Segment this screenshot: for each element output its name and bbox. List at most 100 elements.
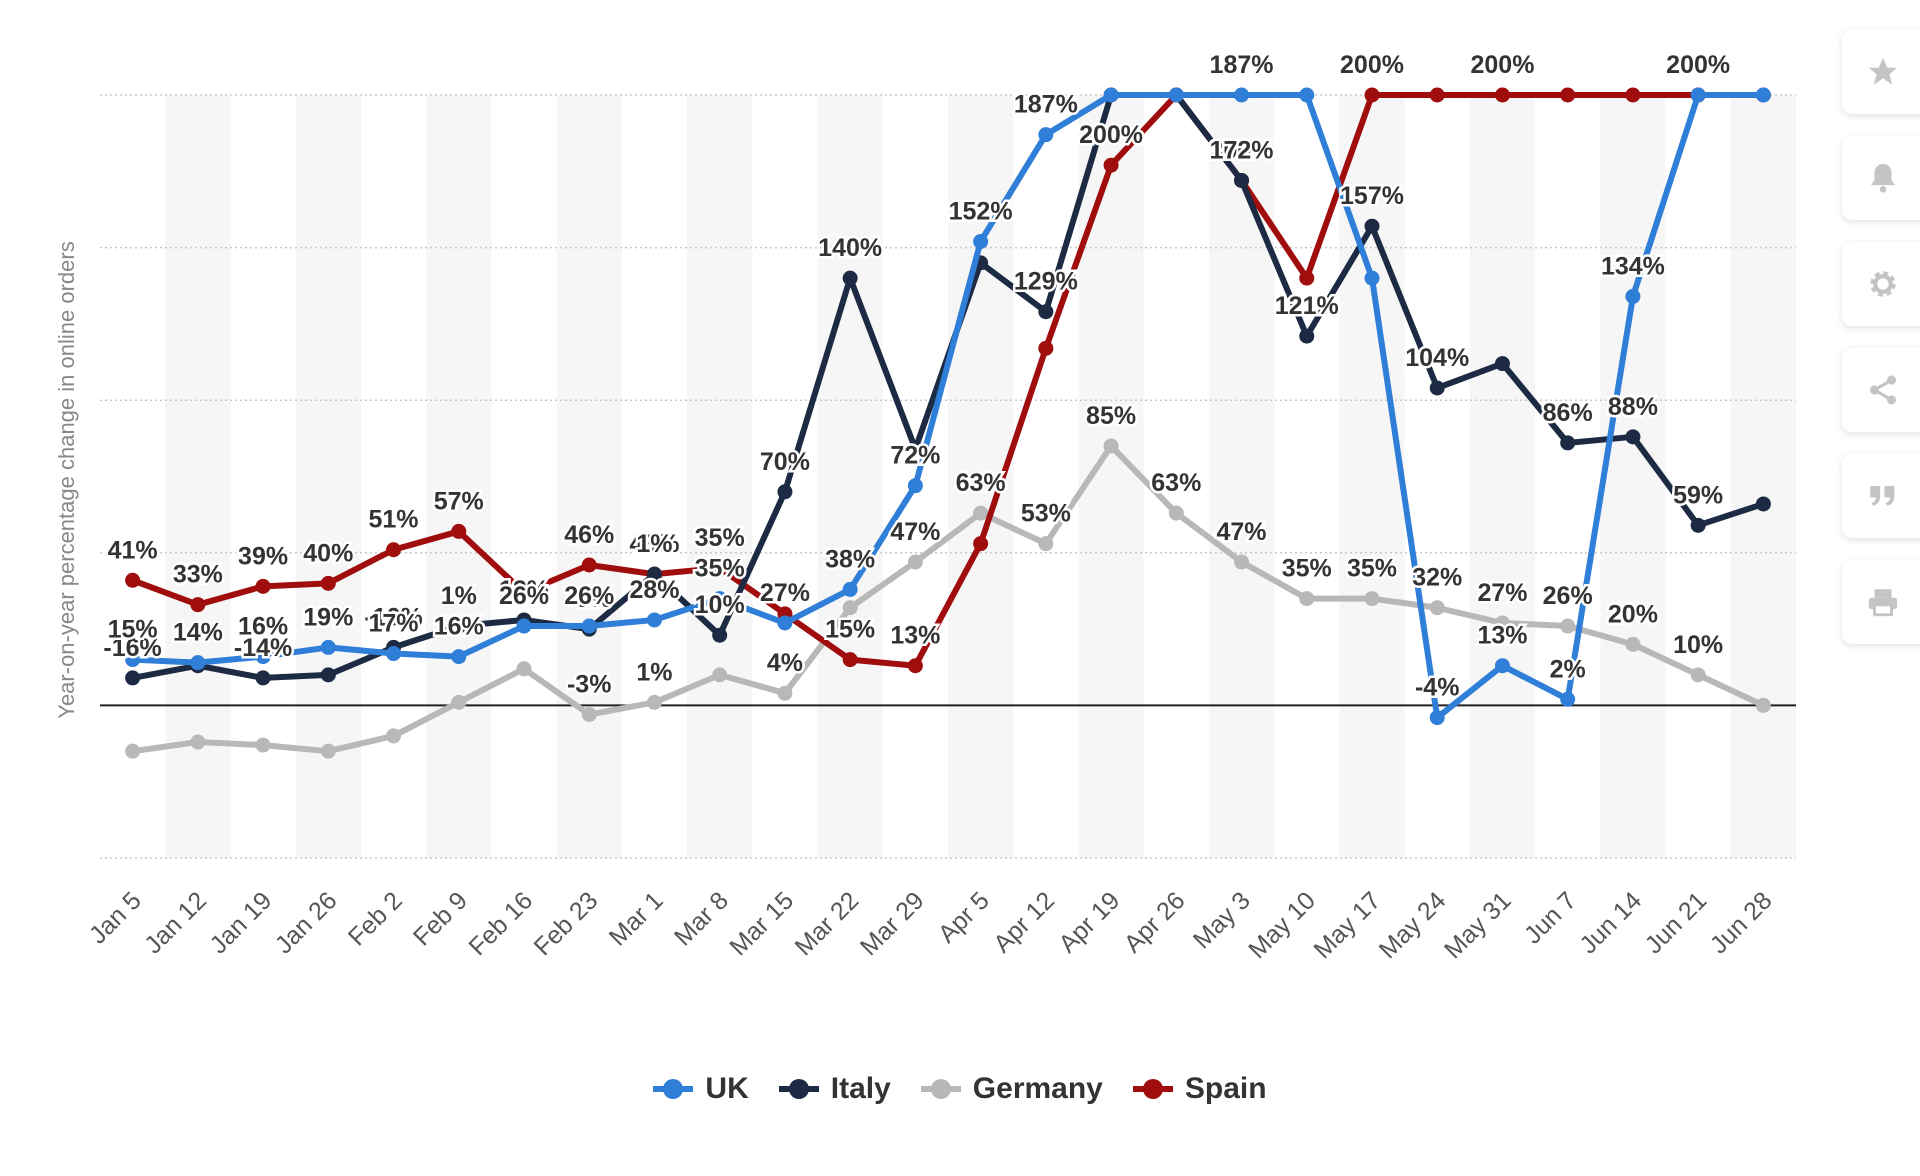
data-point-germany[interactable] (842, 600, 858, 616)
print-button[interactable] (1842, 560, 1920, 644)
data-point-germany[interactable] (1168, 505, 1184, 521)
data-point-uk[interactable] (907, 478, 923, 494)
data-point-spain[interactable] (320, 575, 336, 591)
data-point-germany[interactable] (1755, 697, 1771, 713)
data-point-germany[interactable] (907, 554, 923, 570)
data-point-germany[interactable] (1364, 591, 1380, 607)
data-point-uk[interactable] (1625, 288, 1641, 304)
data-point-uk[interactable] (1755, 87, 1771, 103)
data-point-germany[interactable] (386, 728, 402, 744)
data-point-spain[interactable] (1625, 87, 1641, 103)
data-point-uk[interactable] (1690, 87, 1706, 103)
data-point-uk[interactable] (1364, 270, 1380, 286)
data-point-spain[interactable] (907, 658, 923, 674)
data-point-germany[interactable] (190, 734, 206, 750)
data-point-germany[interactable] (712, 667, 728, 683)
data-point-italy[interactable] (451, 618, 467, 634)
data-point-spain[interactable] (842, 652, 858, 668)
legend-item-germany[interactable]: Germany (920, 1072, 1103, 1106)
data-point-spain[interactable] (190, 597, 206, 613)
data-point-germany[interactable] (1625, 636, 1641, 652)
notification-button[interactable] (1842, 136, 1920, 220)
data-point-spain[interactable] (1038, 340, 1054, 356)
data-point-germany[interactable] (255, 737, 271, 753)
data-point-spain[interactable] (1103, 157, 1119, 173)
data-point-italy[interactable] (1690, 517, 1706, 533)
cite-button[interactable] (1842, 454, 1920, 538)
data-point-italy[interactable] (1494, 356, 1510, 372)
data-point-spain[interactable] (712, 560, 728, 576)
data-point-uk[interactable] (451, 649, 467, 665)
data-point-spain[interactable] (1299, 270, 1315, 286)
data-point-spain[interactable] (125, 572, 141, 588)
data-point-uk[interactable] (1494, 658, 1510, 674)
data-point-italy[interactable] (125, 670, 141, 686)
data-point-spain[interactable] (973, 536, 989, 552)
data-point-uk[interactable] (973, 233, 989, 249)
data-point-uk[interactable] (255, 649, 271, 665)
data-point-uk[interactable] (1168, 87, 1184, 103)
settings-button[interactable] (1842, 242, 1920, 326)
data-point-uk[interactable] (1038, 127, 1054, 143)
data-point-uk[interactable] (386, 646, 402, 662)
favorite-button[interactable] (1842, 30, 1920, 114)
data-point-uk[interactable] (646, 612, 662, 628)
share-button[interactable] (1842, 348, 1920, 432)
legend-item-spain[interactable]: Spain (1132, 1072, 1267, 1106)
data-point-germany[interactable] (320, 743, 336, 759)
legend-item-italy[interactable]: Italy (778, 1072, 891, 1106)
data-point-italy[interactable] (1299, 328, 1315, 344)
data-point-italy[interactable] (255, 670, 271, 686)
data-point-germany[interactable] (125, 743, 141, 759)
data-point-uk[interactable] (842, 581, 858, 597)
data-point-germany[interactable] (1299, 591, 1315, 607)
data-point-germany[interactable] (1429, 600, 1445, 616)
data-point-spain[interactable] (386, 542, 402, 558)
data-point-uk[interactable] (777, 615, 793, 631)
data-point-spain[interactable] (451, 523, 467, 539)
data-point-italy[interactable] (646, 566, 662, 582)
data-point-uk[interactable] (516, 618, 532, 634)
data-point-uk[interactable] (1299, 87, 1315, 103)
data-point-germany[interactable] (777, 685, 793, 701)
data-point-germany[interactable] (1234, 554, 1250, 570)
data-point-italy[interactable] (907, 441, 923, 457)
data-point-italy[interactable] (712, 627, 728, 643)
data-point-uk[interactable] (712, 591, 728, 607)
data-point-germany[interactable] (1038, 536, 1054, 552)
data-point-germany[interactable] (1690, 667, 1706, 683)
data-point-uk[interactable] (1560, 691, 1576, 707)
data-point-uk[interactable] (320, 639, 336, 655)
data-point-italy[interactable] (1038, 304, 1054, 320)
data-point-germany[interactable] (1494, 615, 1510, 631)
data-point-germany[interactable] (646, 694, 662, 710)
data-point-spain[interactable] (581, 557, 597, 573)
data-point-italy[interactable] (1429, 380, 1445, 396)
data-point-uk[interactable] (581, 618, 597, 634)
data-point-spain[interactable] (516, 584, 532, 600)
data-point-italy[interactable] (1364, 218, 1380, 234)
data-point-germany[interactable] (973, 505, 989, 521)
data-point-uk[interactable] (1103, 87, 1119, 103)
data-point-uk[interactable] (1234, 87, 1250, 103)
data-point-germany[interactable] (1560, 618, 1576, 634)
legend-item-uk[interactable]: UK (653, 1072, 749, 1106)
data-point-germany[interactable] (451, 694, 467, 710)
data-point-italy[interactable] (1625, 429, 1641, 445)
data-point-germany[interactable] (516, 661, 532, 677)
data-point-spain[interactable] (1429, 87, 1445, 103)
data-point-italy[interactable] (842, 270, 858, 286)
data-point-spain[interactable] (255, 578, 271, 594)
data-point-uk[interactable] (1429, 710, 1445, 726)
data-point-germany[interactable] (581, 707, 597, 723)
data-point-italy[interactable] (1755, 496, 1771, 512)
data-point-spain[interactable] (1364, 87, 1380, 103)
data-point-italy[interactable] (320, 667, 336, 683)
data-point-spain[interactable] (1560, 87, 1576, 103)
data-point-spain[interactable] (1494, 87, 1510, 103)
data-point-italy[interactable] (1560, 435, 1576, 451)
data-point-uk[interactable] (190, 655, 206, 671)
data-point-germany[interactable] (1103, 438, 1119, 454)
data-point-uk[interactable] (125, 652, 141, 668)
data-point-italy[interactable] (777, 484, 793, 500)
